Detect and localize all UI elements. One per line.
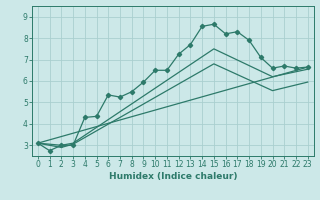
X-axis label: Humidex (Indice chaleur): Humidex (Indice chaleur) [108,172,237,181]
